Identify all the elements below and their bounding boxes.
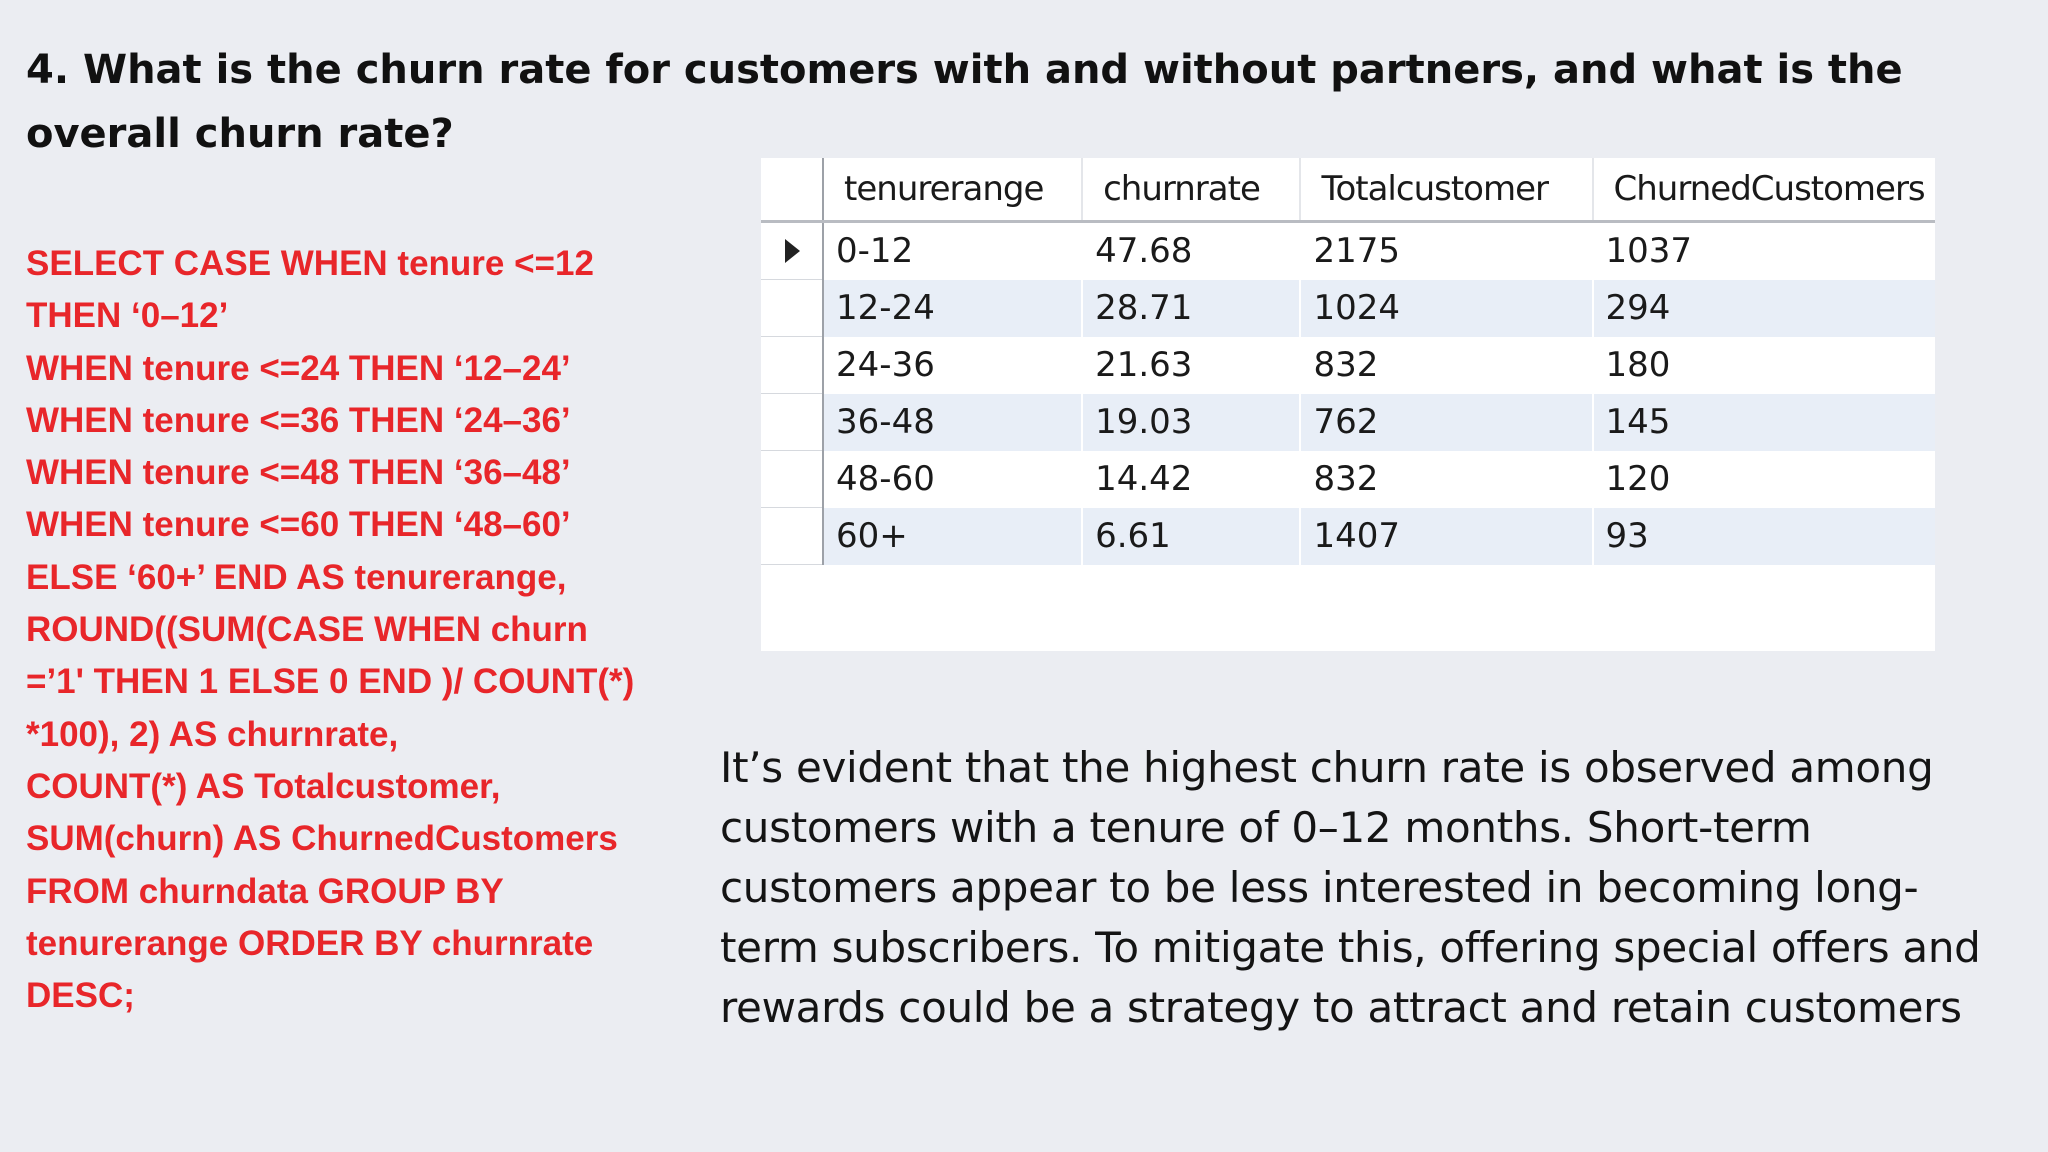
cell-tenurerange[interactable]: 12-24	[823, 279, 1084, 337]
column-header-totalcustomer[interactable]: Totalcustomer	[1300, 158, 1594, 223]
row-selector[interactable]	[761, 507, 825, 565]
cell-churnrate[interactable]: 14.42	[1082, 450, 1302, 508]
cell-churnedcustomers[interactable]: 294	[1592, 279, 1935, 337]
table-row[interactable]: 48-60 14.42 832 120	[761, 450, 1935, 508]
cell-churnedcustomers[interactable]: 1037	[1605, 231, 1693, 272]
cell-churnrate[interactable]: 19.03	[1082, 393, 1302, 451]
table-row[interactable]: 24-36 21.63 832 180	[761, 336, 1935, 394]
row-selector[interactable]	[761, 336, 825, 394]
sql-line: ROUND((SUM(CASE WHEN churn	[26, 610, 588, 650]
table-row[interactable]: 36-48 19.03 762 145	[761, 393, 1935, 451]
cell-totalcustomer[interactable]: 832	[1300, 336, 1594, 394]
cell-churnedcustomers[interactable]: 93	[1592, 507, 1935, 565]
cell-churnedcustomers[interactable]: 120	[1605, 459, 1671, 499]
table-row[interactable]: 12-24 28.71 1024 294	[761, 279, 1935, 337]
table-row[interactable]: 60+ 6.61 1407 93	[761, 507, 1935, 565]
column-header-tenurerange[interactable]: tenurerange	[823, 158, 1084, 223]
sql-line: DESC;	[26, 976, 135, 1016]
row-selector[interactable]	[761, 279, 825, 337]
cell-churnrate[interactable]: 28.71	[1082, 279, 1302, 337]
cell-tenurerange[interactable]: 48-60	[823, 450, 1084, 508]
sql-line: WHEN tenure <=24 THEN ‘12–24’	[26, 348, 571, 388]
sql-line: SUM(churn) AS ChurnedCustomers	[26, 819, 618, 859]
sql-line: *100), 2) AS churnrate,	[26, 714, 399, 754]
cell-totalcustomer[interactable]: 1024	[1300, 279, 1594, 337]
cell-churnedcustomers[interactable]: 145	[1592, 393, 1935, 451]
cell-totalcustomer[interactable]: 2175	[1300, 221, 1594, 280]
cell-churnrate[interactable]: 6.61	[1082, 507, 1302, 565]
sql-line: tenurerange ORDER BY churnrate	[26, 923, 594, 963]
sql-line: THEN ‘0–12’	[26, 296, 229, 336]
column-header-churnrate[interactable]: churnrate	[1082, 158, 1302, 223]
cell-totalcustomer[interactable]: 1407	[1300, 507, 1594, 565]
insight-paragraph: It’s evident that the highest churn rate…	[720, 743, 1981, 1032]
sql-line: SELECT CASE WHEN tenure <=12	[26, 244, 594, 283]
question-title: 4. What is the churn rate for customers …	[26, 47, 1903, 157]
cell-totalcustomer[interactable]: 762	[1300, 393, 1594, 451]
result-grid[interactable]: tenurerange churnrate Totalcustomer Chur…	[761, 158, 1935, 565]
cell-tenurerange[interactable]: 36-48	[823, 393, 1084, 451]
table-row[interactable]: 0-12 47.68 2175 1037	[761, 221, 1935, 280]
sql-line: COUNT(*) AS Totalcustomer,	[26, 766, 501, 806]
sql-line: WHEN tenure <=60 THEN ‘48–60’	[26, 505, 571, 545]
sql-query: SELECT CASE WHEN tenure <=12 THEN ‘0–12’…	[26, 238, 706, 1022]
sql-line: FROM churndata GROUP BY	[26, 871, 504, 911]
row-pointer-icon	[785, 239, 800, 263]
sql-line: ELSE ‘60+’ END AS tenurerange,	[26, 557, 567, 597]
cell-churnrate[interactable]: 47.68	[1082, 221, 1302, 280]
row-selector[interactable]	[761, 450, 825, 508]
result-grid-panel[interactable]: tenurerange churnrate Totalcustomer Chur…	[761, 158, 1935, 651]
row-selector[interactable]	[761, 393, 825, 451]
cell-tenurerange[interactable]: 60+	[823, 507, 1084, 565]
row-selector[interactable]	[761, 221, 825, 280]
cell-tenurerange[interactable]: 0-12	[823, 221, 1084, 280]
grid-header-row: tenurerange churnrate Totalcustomer Chur…	[761, 158, 1935, 223]
grid-corner-cell[interactable]	[761, 158, 825, 223]
sql-line: WHEN tenure <=48 THEN ‘36–48’	[26, 453, 571, 493]
cell-tenurerange[interactable]: 24-36	[823, 336, 1084, 394]
column-header-churnedcustomers[interactable]: ChurnedCustomers	[1592, 158, 1935, 223]
cell-totalcustomer[interactable]: 832	[1300, 450, 1594, 508]
cell-churnrate[interactable]: 21.63	[1082, 336, 1302, 394]
sql-line: =’1' THEN 1 ELSE 0 END )/ COUNT(*)	[26, 662, 635, 702]
cell-churnedcustomers[interactable]: 180	[1605, 345, 1671, 385]
sql-line: WHEN tenure <=36 THEN ‘24–36’	[26, 400, 571, 440]
